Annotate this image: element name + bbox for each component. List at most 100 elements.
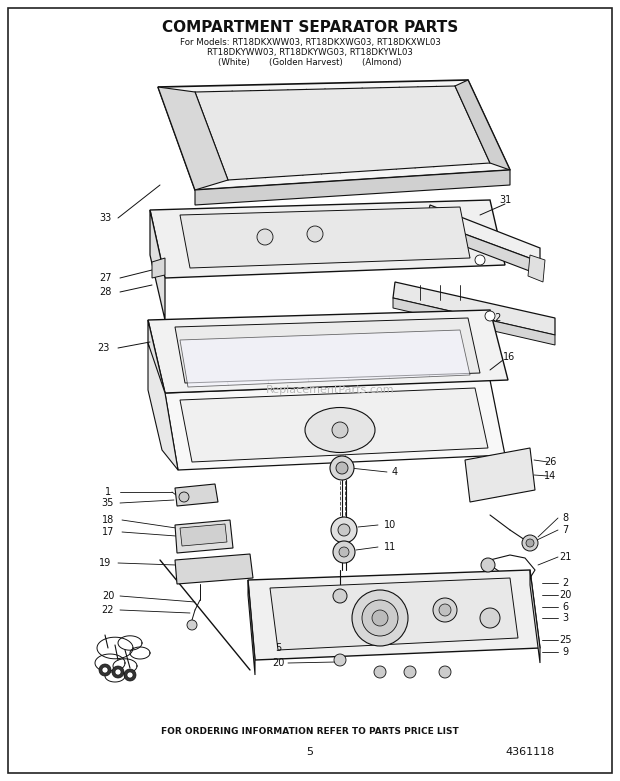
Polygon shape [175, 554, 253, 584]
Text: 28: 28 [99, 287, 111, 297]
Text: 26: 26 [544, 457, 556, 467]
Circle shape [439, 604, 451, 616]
Text: 23: 23 [97, 343, 109, 353]
Polygon shape [248, 570, 540, 660]
Circle shape [179, 492, 189, 502]
Circle shape [331, 517, 357, 543]
Polygon shape [180, 330, 470, 387]
Polygon shape [393, 282, 555, 335]
Text: 18: 18 [102, 515, 114, 525]
Text: 20: 20 [272, 658, 284, 668]
Circle shape [480, 608, 500, 628]
Polygon shape [465, 448, 535, 502]
Polygon shape [528, 255, 545, 282]
Text: ReplacementParts.com: ReplacementParts.com [266, 385, 394, 395]
Text: 4361118: 4361118 [505, 747, 555, 757]
Circle shape [522, 535, 538, 551]
Text: 6: 6 [562, 602, 568, 612]
Circle shape [102, 667, 108, 673]
Polygon shape [148, 320, 165, 415]
Circle shape [330, 456, 354, 480]
Circle shape [481, 558, 495, 572]
Circle shape [338, 524, 350, 536]
Text: 8: 8 [562, 513, 568, 523]
Text: 33: 33 [99, 213, 111, 223]
Circle shape [124, 669, 136, 681]
Circle shape [433, 598, 457, 622]
Circle shape [526, 539, 534, 547]
Circle shape [333, 541, 355, 563]
Polygon shape [270, 578, 518, 650]
Circle shape [404, 666, 416, 678]
Circle shape [439, 666, 451, 678]
Polygon shape [158, 80, 510, 190]
Circle shape [336, 462, 348, 474]
Polygon shape [180, 207, 470, 268]
Circle shape [475, 255, 485, 265]
Text: 20: 20 [102, 591, 114, 601]
Text: 31: 31 [499, 195, 511, 205]
Polygon shape [248, 580, 255, 675]
Text: 2: 2 [562, 578, 568, 588]
Text: 4: 4 [392, 467, 398, 477]
Polygon shape [175, 484, 218, 506]
Polygon shape [180, 388, 488, 462]
Text: 5: 5 [306, 747, 314, 757]
Circle shape [127, 672, 133, 678]
Text: (White)       (Golden Harvest)       (Almond): (White) (Golden Harvest) (Almond) [218, 58, 402, 66]
Polygon shape [427, 220, 540, 275]
Text: 12: 12 [490, 313, 502, 323]
Polygon shape [152, 258, 165, 278]
Text: 21: 21 [559, 552, 571, 562]
Polygon shape [148, 310, 508, 393]
Circle shape [99, 664, 111, 676]
Text: 5: 5 [275, 643, 281, 653]
Circle shape [115, 669, 121, 675]
Polygon shape [530, 570, 540, 663]
Polygon shape [393, 298, 555, 345]
Circle shape [339, 547, 349, 557]
Polygon shape [158, 87, 228, 190]
Text: 17: 17 [102, 527, 114, 537]
Text: 14: 14 [544, 471, 556, 481]
Polygon shape [175, 520, 233, 553]
Polygon shape [195, 170, 510, 205]
Text: 16: 16 [503, 352, 515, 362]
Circle shape [334, 654, 346, 666]
Text: 22: 22 [102, 605, 114, 615]
Circle shape [187, 620, 197, 630]
Text: 9: 9 [562, 647, 568, 657]
Circle shape [307, 226, 323, 242]
Polygon shape [165, 380, 505, 470]
Text: For Models: RT18DKXWW03, RT18DKXWG03, RT18DKXWL03: For Models: RT18DKXWW03, RT18DKXWG03, RT… [180, 37, 440, 47]
Polygon shape [180, 524, 227, 546]
Circle shape [332, 422, 348, 438]
Text: 35: 35 [102, 498, 114, 508]
Circle shape [112, 666, 124, 678]
Text: 19: 19 [99, 558, 111, 568]
Text: RT18DKYWW03, RT18DKYWG03, RT18DKYWL03: RT18DKYWW03, RT18DKYWG03, RT18DKYWL03 [207, 48, 413, 56]
Text: 27: 27 [99, 273, 111, 283]
Circle shape [333, 589, 347, 603]
Polygon shape [455, 80, 510, 170]
Polygon shape [150, 210, 165, 320]
Ellipse shape [305, 408, 375, 452]
Polygon shape [148, 343, 178, 470]
Polygon shape [427, 205, 540, 262]
Text: 7: 7 [562, 525, 568, 535]
Circle shape [485, 311, 495, 321]
Text: 3: 3 [562, 613, 568, 623]
Polygon shape [195, 86, 490, 180]
Text: 25: 25 [559, 635, 571, 645]
Circle shape [374, 666, 386, 678]
Text: COMPARTMENT SEPARATOR PARTS: COMPARTMENT SEPARATOR PARTS [162, 20, 458, 35]
Circle shape [362, 600, 398, 636]
Text: 20: 20 [559, 590, 571, 600]
Text: 10: 10 [384, 520, 396, 530]
Circle shape [352, 590, 408, 646]
Circle shape [372, 610, 388, 626]
Polygon shape [175, 318, 480, 383]
Text: FOR ORDERING INFORMATION REFER TO PARTS PRICE LIST: FOR ORDERING INFORMATION REFER TO PARTS … [161, 727, 459, 736]
Text: 11: 11 [384, 542, 396, 552]
Polygon shape [150, 200, 505, 278]
